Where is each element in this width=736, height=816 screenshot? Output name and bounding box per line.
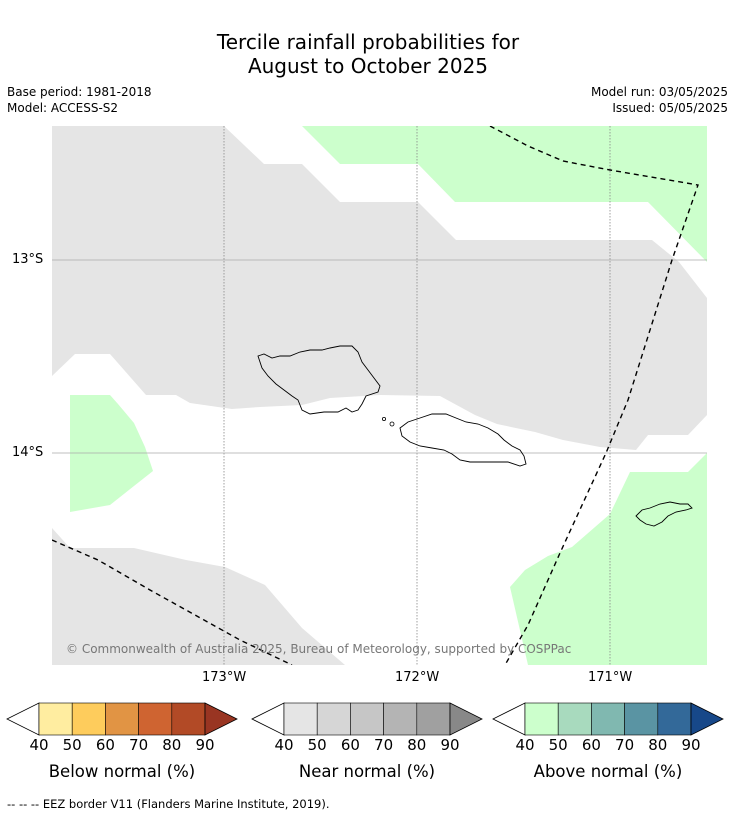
- colorbar-tick-label: 50: [62, 736, 82, 754]
- islet-2: [389, 421, 395, 427]
- colorbar-tick-label: 80: [407, 736, 427, 754]
- issued-date: Issued: 05/05/2025: [612, 101, 728, 115]
- colorbar-tick-label: 40: [29, 736, 49, 754]
- colorbar-tick-label: 80: [162, 736, 182, 754]
- above-normal-region-west: [70, 395, 153, 512]
- model-name: Model: ACCESS-S2: [7, 101, 119, 115]
- colorbar-tick-label: 40: [515, 736, 535, 754]
- copyright-text: © Commonwealth of Australia 2025, Bureau…: [66, 642, 571, 656]
- colorbar-tick-label: 90: [681, 736, 701, 754]
- eez-border-east: [489, 126, 699, 665]
- colorbar-tick-label: 90: [195, 736, 215, 754]
- colorbar-segment: [416, 702, 451, 736]
- colorbar-title-near: Near normal (%): [298, 762, 436, 781]
- title-line-2: August to October 2025: [247, 54, 489, 78]
- colorbar-tick-label: 70: [615, 736, 635, 754]
- colorbar-tick-label: 90: [440, 736, 460, 754]
- colorbar-segment: [557, 702, 592, 736]
- lon-label-171w: 171°W: [588, 670, 633, 685]
- colorbar-segment: [171, 702, 206, 736]
- colorbar-segment: [350, 702, 384, 736]
- colorbar-tick-label: 40: [274, 736, 294, 754]
- graticule: [52, 126, 707, 665]
- above-normal-region-southeast: [510, 453, 707, 665]
- colorbar-tick-label: 60: [95, 736, 115, 754]
- near-normal-region-north: [52, 126, 707, 450]
- title-line-1: Tercile rainfall probabilities for: [216, 30, 520, 54]
- lat-label-14s: 14°S: [12, 445, 44, 460]
- map-canvas: © Commonwealth of Australia 2025, Bureau…: [52, 126, 707, 665]
- near-normal-region-south: [52, 528, 345, 665]
- colorbar-below-normal: [6, 702, 238, 736]
- colorbar-title-below: Below normal (%): [48, 762, 196, 781]
- colorbar-under-triangle: [251, 702, 285, 736]
- colorbar-tick-label: 80: [648, 736, 668, 754]
- colorbar-segment: [71, 702, 106, 736]
- colorbar-tick-label: 60: [340, 736, 360, 754]
- upolu-island: [399, 413, 527, 467]
- colorbar-over-triangle: [690, 702, 724, 736]
- tutuila-island: [635, 501, 693, 527]
- colorbar-under-triangle: [492, 702, 526, 736]
- eez-legend-note: -- -- -- EEZ border V11 (Flanders Marine…: [7, 797, 330, 811]
- lon-label-172w: 172°W: [395, 670, 440, 685]
- colorbar-under-triangle: [6, 702, 40, 736]
- colorbar-segment: [591, 702, 625, 736]
- colorbar-segment: [105, 702, 139, 736]
- meta-left: Base period: 1981-2018 Model: ACCESS-S2: [7, 84, 152, 116]
- colorbar-tick-label: 60: [581, 736, 601, 754]
- savaii-island: [257, 345, 381, 415]
- colorbar-segment: [283, 702, 318, 736]
- meta-right: Model run: 03/05/2025 Issued: 05/05/2025: [591, 84, 728, 116]
- colorbar-title-above: Above normal (%): [533, 762, 683, 781]
- colorbar-tick-label: 70: [129, 736, 149, 754]
- colorbar-segment: [624, 702, 659, 736]
- colorbar-segment: [38, 702, 73, 736]
- lat-label-13s: 13°S: [12, 252, 44, 267]
- colorbar-tick-label: 70: [374, 736, 394, 754]
- colorbar-segment: [316, 702, 351, 736]
- base-period: Base period: 1981-2018: [7, 85, 152, 99]
- colorbar-over-triangle: [449, 702, 483, 736]
- colorbar-segment: [524, 702, 559, 736]
- colorbar-near-normal: [251, 702, 483, 736]
- colorbar-above-normal: [492, 702, 724, 736]
- colorbar-over-triangle: [204, 702, 238, 736]
- colorbar-tick-label: 50: [548, 736, 568, 754]
- islet-1: [381, 416, 386, 421]
- colorbar-segment: [657, 702, 692, 736]
- lon-label-173w: 173°W: [202, 670, 247, 685]
- colorbar-segment: [383, 702, 418, 736]
- model-run: Model run: 03/05/2025: [590, 85, 728, 99]
- above-normal-region-north: [302, 126, 707, 262]
- map-title: Tercile rainfall probabilities for Augus…: [0, 30, 736, 78]
- eez-border-south: [52, 539, 293, 665]
- colorbar-tick-label: 50: [307, 736, 327, 754]
- colorbar-segment: [138, 702, 173, 736]
